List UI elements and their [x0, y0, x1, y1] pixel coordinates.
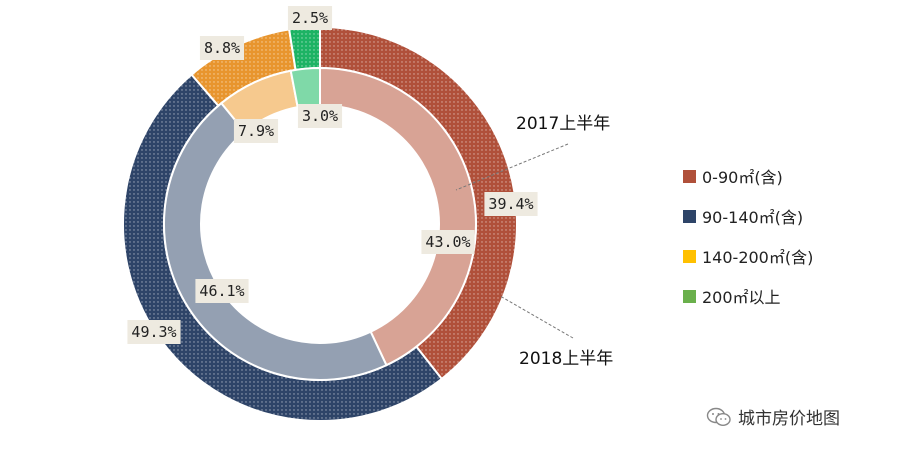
- data-label-box: [233, 119, 279, 143]
- watermark: 城市房价地图: [706, 404, 840, 429]
- data-label-text: 49.3%: [131, 323, 176, 341]
- legend-swatch: [683, 249, 696, 263]
- data-label-box: [484, 192, 538, 216]
- data-label-outer-90-140: 49.3%: [127, 320, 181, 344]
- annotation-2017: 2017上半年: [516, 114, 610, 134]
- data-label-box: [287, 6, 333, 30]
- data-label-box: [297, 104, 343, 128]
- data-label-box: [127, 320, 181, 344]
- legend-label: 200㎡以上: [702, 288, 781, 307]
- legend-item-200-plus: 200㎡以上: [683, 276, 813, 316]
- data-label-text: 39.4%: [488, 195, 533, 213]
- data-label-text: 3.0%: [302, 107, 338, 125]
- data-label-outer-200-plus: 2.5%: [287, 6, 333, 30]
- legend-swatch: [683, 209, 696, 223]
- legend-label: 140-200㎡(含): [702, 248, 814, 267]
- legend-swatch: [683, 169, 696, 183]
- data-label-outer-140-200: 8.8%: [199, 36, 245, 60]
- data-label-text: 43.0%: [425, 233, 470, 251]
- donut-chart: 39.4% 49.3% 8.8% 2.5% 43.0% 46.1% 7.9% 3.0% 201…: [122, 6, 613, 422]
- legend-label: 90-140㎡(含): [702, 208, 804, 227]
- slice-inner-90-140: [163, 101, 388, 381]
- data-label-inner-200-plus: 3.0%: [297, 104, 343, 128]
- data-label-box: [421, 230, 475, 254]
- legend-swatch: [683, 289, 696, 303]
- watermark-text: 城市房价地图: [738, 409, 840, 429]
- legend-label: 0-90㎡(含): [702, 168, 783, 187]
- annotation-leader-outer: [455, 143, 569, 191]
- legend-item-0-90: 0-90㎡(含): [683, 156, 813, 196]
- data-label-outer-0-90: 39.4%: [484, 192, 538, 216]
- data-label-box: [199, 36, 245, 60]
- data-label-inner-0-90: 43.0%: [421, 230, 475, 254]
- wechat-icon: [706, 407, 731, 426]
- slice-inner-0-90: [319, 66, 477, 367]
- annotation-leader-inner: [499, 295, 574, 339]
- data-label-inner-140-200: 7.9%: [233, 119, 279, 143]
- data-label-text: 8.8%: [204, 39, 240, 57]
- data-label-text: 2.5%: [292, 9, 328, 27]
- legend-item-90-140: 90-140㎡(含): [683, 196, 813, 236]
- annotation-2018: 2018上半年: [519, 349, 613, 369]
- data-label-text: 46.1%: [199, 282, 244, 300]
- data-label-box: [195, 279, 249, 303]
- data-label-text: 7.9%: [238, 122, 274, 140]
- slice-outer-200-plus: [288, 25, 321, 72]
- legend-item-140-200: 140-200㎡(含): [683, 236, 813, 276]
- legend: 0-90㎡(含) 90-140㎡(含) 140-200㎡(含) 200㎡以上: [683, 156, 813, 316]
- data-label-inner-90-140: 46.1%: [195, 279, 249, 303]
